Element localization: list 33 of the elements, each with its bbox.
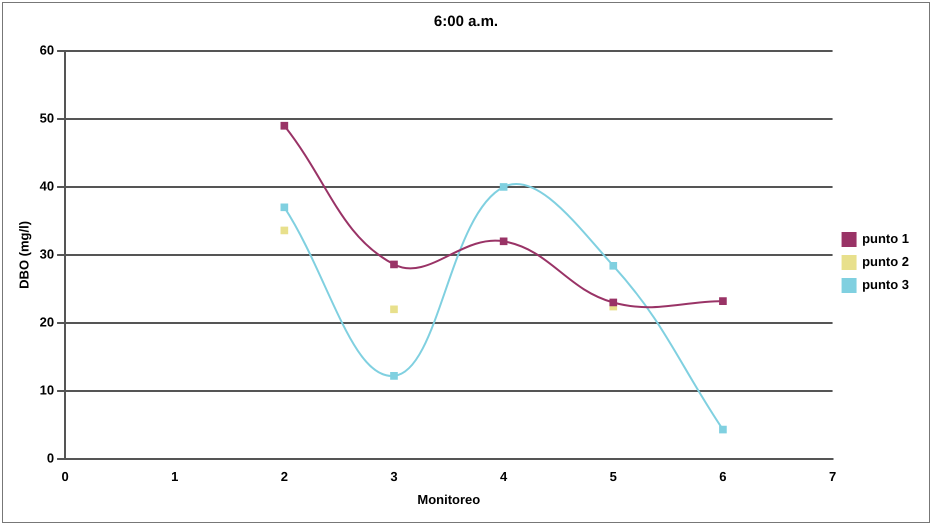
x-tick-label: 3 [390, 469, 398, 484]
x-tick-label: 2 [280, 469, 288, 484]
legend-label: punto 2 [862, 254, 910, 270]
x-tick-label: 1 [171, 469, 178, 484]
x-tick-label: 4 [500, 469, 508, 484]
point [500, 237, 508, 246]
point [609, 298, 618, 306]
y-axis-title: DBO (mg/l) [16, 220, 32, 289]
legend-label: punto 3 [862, 277, 910, 292]
y-tick-label: 60 [40, 42, 54, 58]
y-tick-label: 30 [40, 246, 54, 262]
y-tick-label: 0 [46, 450, 54, 466]
x-axis-title: Monitoreo [417, 492, 480, 507]
y-tick-label: 10 [40, 382, 54, 398]
y-tick-label: 40 [40, 178, 54, 194]
point [390, 372, 398, 380]
x-tick-label: 5 [610, 469, 617, 484]
point [500, 183, 508, 191]
legend-label: punto 1 [862, 231, 910, 246]
chart-title: 6:00 a.m. [434, 13, 498, 30]
point [719, 426, 727, 434]
x-tick-label: 6 [719, 469, 727, 484]
point [609, 262, 618, 270]
x-tick-label: 0 [61, 469, 69, 484]
x-tick-label: 7 [828, 469, 836, 484]
point [390, 305, 398, 314]
point [390, 260, 398, 268]
point [280, 203, 288, 212]
y-tick-label: 20 [40, 314, 54, 330]
y-tick-label: 50 [40, 110, 54, 126]
point [719, 297, 727, 305]
point [280, 122, 288, 130]
point [280, 226, 288, 234]
